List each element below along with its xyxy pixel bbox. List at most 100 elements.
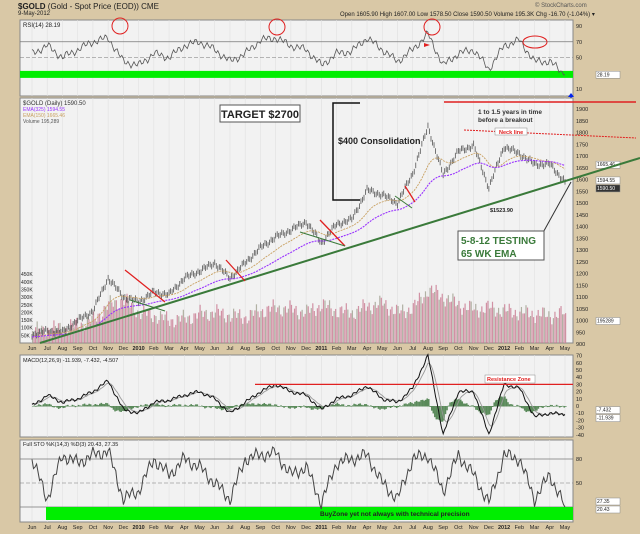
price-x-tick: Oct bbox=[271, 346, 280, 352]
price-x-tick: 2012 bbox=[498, 346, 510, 352]
macd-histogram-bar bbox=[155, 403, 157, 407]
volume-bar bbox=[488, 308, 491, 343]
macd-histogram-bar bbox=[360, 404, 363, 407]
macd-histogram-bar bbox=[502, 397, 505, 407]
volume-bar bbox=[143, 305, 145, 343]
macd-histogram-bar bbox=[321, 406, 323, 410]
sto-x-tick: Mar bbox=[164, 525, 174, 531]
volume-bar bbox=[199, 304, 201, 343]
macd-histogram-bar bbox=[134, 406, 136, 407]
macd-histogram-bar bbox=[551, 404, 553, 407]
macd-histogram-bar bbox=[146, 404, 148, 407]
macd-histogram-bar bbox=[129, 406, 132, 409]
macd-histogram-bar bbox=[379, 406, 381, 410]
volume-bar bbox=[453, 296, 456, 343]
macd-histogram-bar bbox=[190, 404, 192, 407]
volume-bar bbox=[475, 303, 477, 343]
macd-histogram-bar bbox=[115, 406, 118, 411]
macd-y-tick: -20 bbox=[576, 418, 584, 424]
volume-bar bbox=[293, 308, 296, 343]
volume-bar bbox=[109, 295, 111, 343]
macd-histogram-bar bbox=[77, 404, 80, 407]
time-note: before a breakout bbox=[478, 117, 533, 124]
volume-bar bbox=[520, 306, 523, 343]
volume-bar bbox=[350, 313, 352, 343]
macd-histogram-bar bbox=[342, 404, 345, 407]
volume-bar bbox=[243, 317, 245, 343]
volume-bar bbox=[351, 310, 353, 343]
volume-bar bbox=[450, 301, 452, 343]
sto-x-tick: Feb bbox=[149, 525, 158, 531]
volume-bar bbox=[112, 306, 114, 343]
volume-bar bbox=[417, 301, 419, 343]
neck-line-label: Neck line bbox=[499, 130, 523, 136]
macd-histogram-bar bbox=[236, 404, 238, 407]
price-x-tick: Feb bbox=[332, 346, 341, 352]
macd-histogram-bar bbox=[48, 403, 51, 407]
volume-bar bbox=[236, 317, 238, 343]
price-legend-item: $GOLD (Daily) 1590.50 bbox=[23, 101, 86, 107]
macd-histogram-bar bbox=[491, 406, 494, 407]
price-y-tick: 1500 bbox=[576, 201, 588, 207]
volume-bar bbox=[473, 309, 475, 343]
macd-histogram-bar bbox=[522, 406, 524, 409]
sto-x-tick: Feb bbox=[332, 525, 341, 531]
sto-x-tick: Sep bbox=[73, 525, 83, 531]
macd-histogram-bar bbox=[464, 403, 467, 407]
macd-histogram-bar bbox=[549, 404, 552, 407]
price-y-tick: 1700 bbox=[576, 154, 588, 160]
volume-bar bbox=[344, 309, 346, 343]
volume-bar bbox=[434, 291, 436, 343]
symbol-name: (Gold - Spot Price (EOD)) CME bbox=[47, 2, 159, 11]
macd-histogram-bar bbox=[217, 406, 220, 409]
macd-histogram-bar bbox=[74, 406, 77, 408]
macd-histogram-bar bbox=[344, 405, 346, 407]
volume-bar bbox=[357, 305, 360, 343]
volume-bar bbox=[552, 318, 555, 343]
volume-bar bbox=[373, 305, 375, 343]
volume-bar bbox=[367, 306, 369, 343]
callout-pointer bbox=[539, 181, 572, 239]
volume-bar bbox=[476, 310, 478, 343]
macd-histogram-bar bbox=[548, 406, 550, 408]
volume-y-tick: 250K bbox=[21, 303, 33, 309]
volume-bar bbox=[134, 314, 136, 343]
volume-bar bbox=[310, 308, 312, 343]
volume-bar bbox=[540, 316, 542, 343]
green-support-line bbox=[299, 231, 346, 247]
volume-bar bbox=[462, 307, 465, 343]
volume-bar bbox=[511, 317, 513, 343]
volume-bar bbox=[251, 310, 253, 343]
macd-histogram-bar bbox=[534, 406, 537, 412]
volume-bar bbox=[432, 293, 434, 343]
volume-bar bbox=[179, 321, 181, 343]
volume-bar bbox=[342, 313, 344, 343]
macd-histogram-bar bbox=[514, 406, 517, 407]
sto-x-tick: May bbox=[560, 525, 571, 531]
price-x-tick: Dec bbox=[118, 346, 128, 352]
volume-bar bbox=[155, 316, 157, 343]
volume-bar bbox=[496, 312, 498, 343]
volume-bar bbox=[513, 314, 515, 343]
macd-histogram-bar bbox=[367, 405, 369, 407]
volume-bar bbox=[395, 304, 398, 343]
macd-histogram-bar bbox=[264, 403, 267, 407]
macd-histogram-bar bbox=[83, 403, 86, 407]
volume-bar bbox=[249, 309, 251, 343]
volume-bar bbox=[356, 308, 358, 343]
volume-bar bbox=[79, 329, 81, 343]
volume-bar bbox=[459, 308, 462, 343]
macd-histogram-bar bbox=[281, 406, 284, 407]
macd-histogram-bar bbox=[108, 404, 110, 407]
macd-histogram-bar bbox=[336, 402, 339, 407]
macd-histogram-bar bbox=[258, 403, 261, 407]
volume-bar bbox=[359, 311, 361, 343]
macd-histogram-bar bbox=[470, 405, 473, 407]
macd-histogram-bar bbox=[261, 403, 264, 407]
macd-histogram-bar bbox=[488, 406, 491, 415]
volume-bar bbox=[546, 316, 548, 343]
volume-bar bbox=[328, 300, 331, 343]
macd-y-tick: -10 bbox=[576, 411, 584, 417]
volume-bar bbox=[274, 305, 276, 343]
macd-histogram-bar bbox=[304, 406, 307, 408]
